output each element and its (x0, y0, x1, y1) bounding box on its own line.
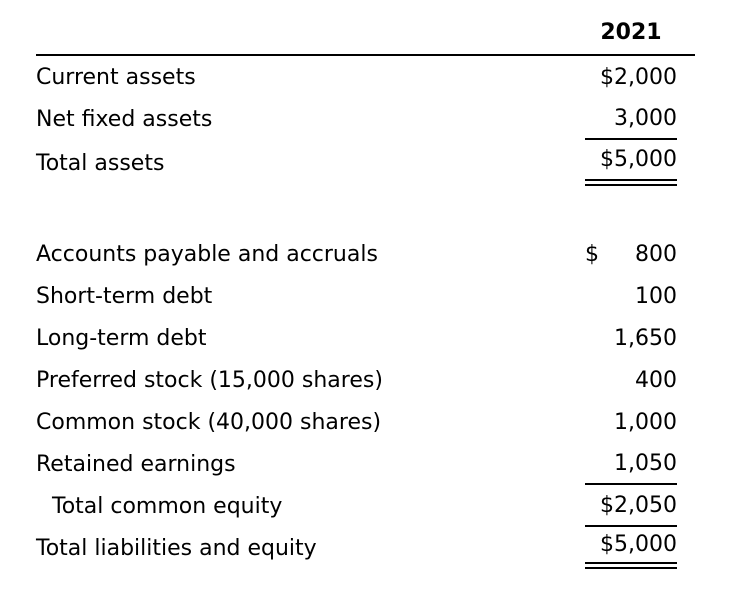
row-value: $2,050 (600, 492, 677, 518)
row-value-cell: 1,000 (585, 401, 677, 443)
balance-sheet-table: 2021 Current assets $2,000 Net fixed ass… (36, 11, 695, 569)
year-header-cell: 2021 (585, 11, 677, 54)
row-value-cell: $5,000 (585, 140, 677, 186)
row-label: Accounts payable and accruals (36, 241, 378, 267)
table-row-net-fixed-assets: Net fixed assets 3,000 (36, 98, 695, 140)
header-empty-cell (36, 11, 585, 54)
row-value-cell: $5,000 (585, 527, 677, 569)
row-value: 100 (635, 283, 677, 309)
table-row-preferred-stock: Preferred stock (15,000 shares) 400 (36, 359, 695, 401)
row-value-cell: $ 800 (585, 233, 677, 275)
row-value: 1,650 (614, 325, 677, 351)
row-value: 400 (635, 367, 677, 393)
row-value-cell: 1,050 (585, 443, 677, 485)
table-row-current-assets: Current assets $2,000 (36, 56, 695, 98)
row-label: Current assets (36, 64, 196, 90)
row-value: 3,000 (614, 105, 677, 131)
row-label: Total common equity (52, 493, 283, 519)
currency-prefix: $ (585, 241, 599, 267)
row-label: Long-term debt (36, 325, 207, 351)
year-header: 2021 (600, 20, 662, 45)
row-value: 1,000 (614, 409, 677, 435)
row-label: Net fixed assets (36, 106, 213, 132)
table-row-total-common-equity: Total common equity $2,050 (36, 485, 695, 527)
table-row-retained-earnings: Retained earnings 1,050 (36, 443, 695, 485)
row-value: 800 (635, 241, 677, 267)
row-label: Common stock (40,000 shares) (36, 409, 382, 435)
row-value-cell: $2,050 (585, 485, 677, 527)
table-row-short-term-debt: Short-term debt 100 (36, 275, 695, 317)
table-row-accounts-payable: Accounts payable and accruals $ 800 (36, 233, 695, 275)
row-label: Preferred stock (15,000 shares) (36, 367, 383, 393)
row-label: Total liabilities and equity (36, 535, 317, 561)
row-label: Total assets (36, 150, 165, 176)
row-value-cell: 3,000 (585, 98, 677, 140)
table-row-long-term-debt: Long-term debt 1,650 (36, 317, 695, 359)
row-value-cell: 1,650 (585, 317, 677, 359)
row-value: $2,000 (600, 64, 677, 90)
row-value-cell: 100 (585, 275, 677, 317)
row-label: Retained earnings (36, 451, 236, 477)
row-value: $5,000 (600, 532, 677, 557)
row-value: $5,000 (600, 147, 677, 172)
section-spacer (36, 186, 695, 233)
row-value: 1,050 (614, 450, 677, 476)
table-row-total-assets: Total assets $5,000 (36, 140, 695, 186)
table-header-row: 2021 (36, 11, 695, 56)
row-label: Short-term debt (36, 283, 213, 309)
row-value-cell: 400 (585, 359, 677, 401)
table-row-total-liabilities-and-equity: Total liabilities and equity $5,000 (36, 527, 695, 569)
row-value-cell: $2,000 (585, 56, 677, 98)
table-row-common-stock: Common stock (40,000 shares) 1,000 (36, 401, 695, 443)
